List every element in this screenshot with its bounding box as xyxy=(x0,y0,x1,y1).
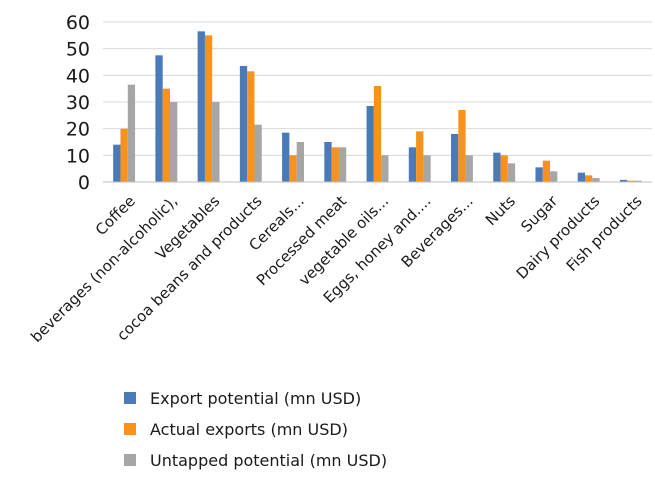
y-tick-label: 60 xyxy=(66,12,90,34)
bar xyxy=(204,35,213,183)
y-tick-label: 20 xyxy=(66,119,90,141)
y-tick-label: 30 xyxy=(66,92,90,114)
legend-label: Actual exports (mn USD) xyxy=(150,419,348,439)
bar xyxy=(296,142,304,182)
bar xyxy=(550,171,558,182)
bar xyxy=(162,88,170,182)
bar xyxy=(577,172,586,182)
x-tick-label: Nuts xyxy=(482,192,519,229)
bar xyxy=(373,86,382,182)
x-tick-label: Fish products xyxy=(563,192,646,275)
bar xyxy=(212,102,220,182)
y-tick-label: 0 xyxy=(78,172,90,194)
bar xyxy=(451,134,459,182)
bar xyxy=(366,106,374,182)
legend-item-untapped-potential: Untapped potential (mn USD) xyxy=(124,450,387,470)
bar xyxy=(254,124,262,182)
legend-label: Export potential (mn USD) xyxy=(150,388,362,408)
legend-item-export-potential: Export potential (mn USD) xyxy=(124,388,387,408)
bar xyxy=(507,163,516,182)
bar xyxy=(542,160,551,182)
bar xyxy=(423,155,431,182)
bar xyxy=(416,131,424,182)
bar xyxy=(169,102,178,182)
legend: Export potential (mn USD) Actual exports… xyxy=(124,388,387,481)
bar xyxy=(282,132,290,182)
legend-swatch xyxy=(124,423,136,435)
bar xyxy=(627,180,635,182)
bar xyxy=(381,155,389,182)
bar xyxy=(289,155,297,182)
bar xyxy=(465,155,473,182)
bar xyxy=(331,147,339,182)
bar xyxy=(458,110,466,182)
y-axis-tick-labels: 0 10 20 30 40 50 60 xyxy=(66,12,90,194)
bar xyxy=(324,142,332,182)
legend-swatch xyxy=(124,454,136,466)
y-tick-label: 40 xyxy=(66,65,90,87)
bar xyxy=(634,180,642,182)
bar xyxy=(247,71,255,182)
bar xyxy=(535,167,543,182)
bar xyxy=(197,31,205,183)
y-tick-label: 50 xyxy=(66,39,90,61)
bar xyxy=(493,152,501,182)
bar xyxy=(500,155,508,182)
y-tick-label: 10 xyxy=(66,145,90,167)
bar xyxy=(120,128,128,182)
legend-label: Untapped potential (mn USD) xyxy=(150,450,388,470)
legend-swatch xyxy=(124,392,136,404)
bar xyxy=(592,178,600,182)
bar xyxy=(113,144,121,182)
bar xyxy=(239,66,248,182)
bar xyxy=(619,179,628,182)
bar xyxy=(127,84,136,182)
bar xyxy=(338,147,347,182)
bar xyxy=(585,175,593,182)
bars xyxy=(113,31,642,183)
bar xyxy=(408,147,417,182)
legend-item-actual-exports: Actual exports (mn USD) xyxy=(124,419,387,439)
bar xyxy=(155,55,163,183)
